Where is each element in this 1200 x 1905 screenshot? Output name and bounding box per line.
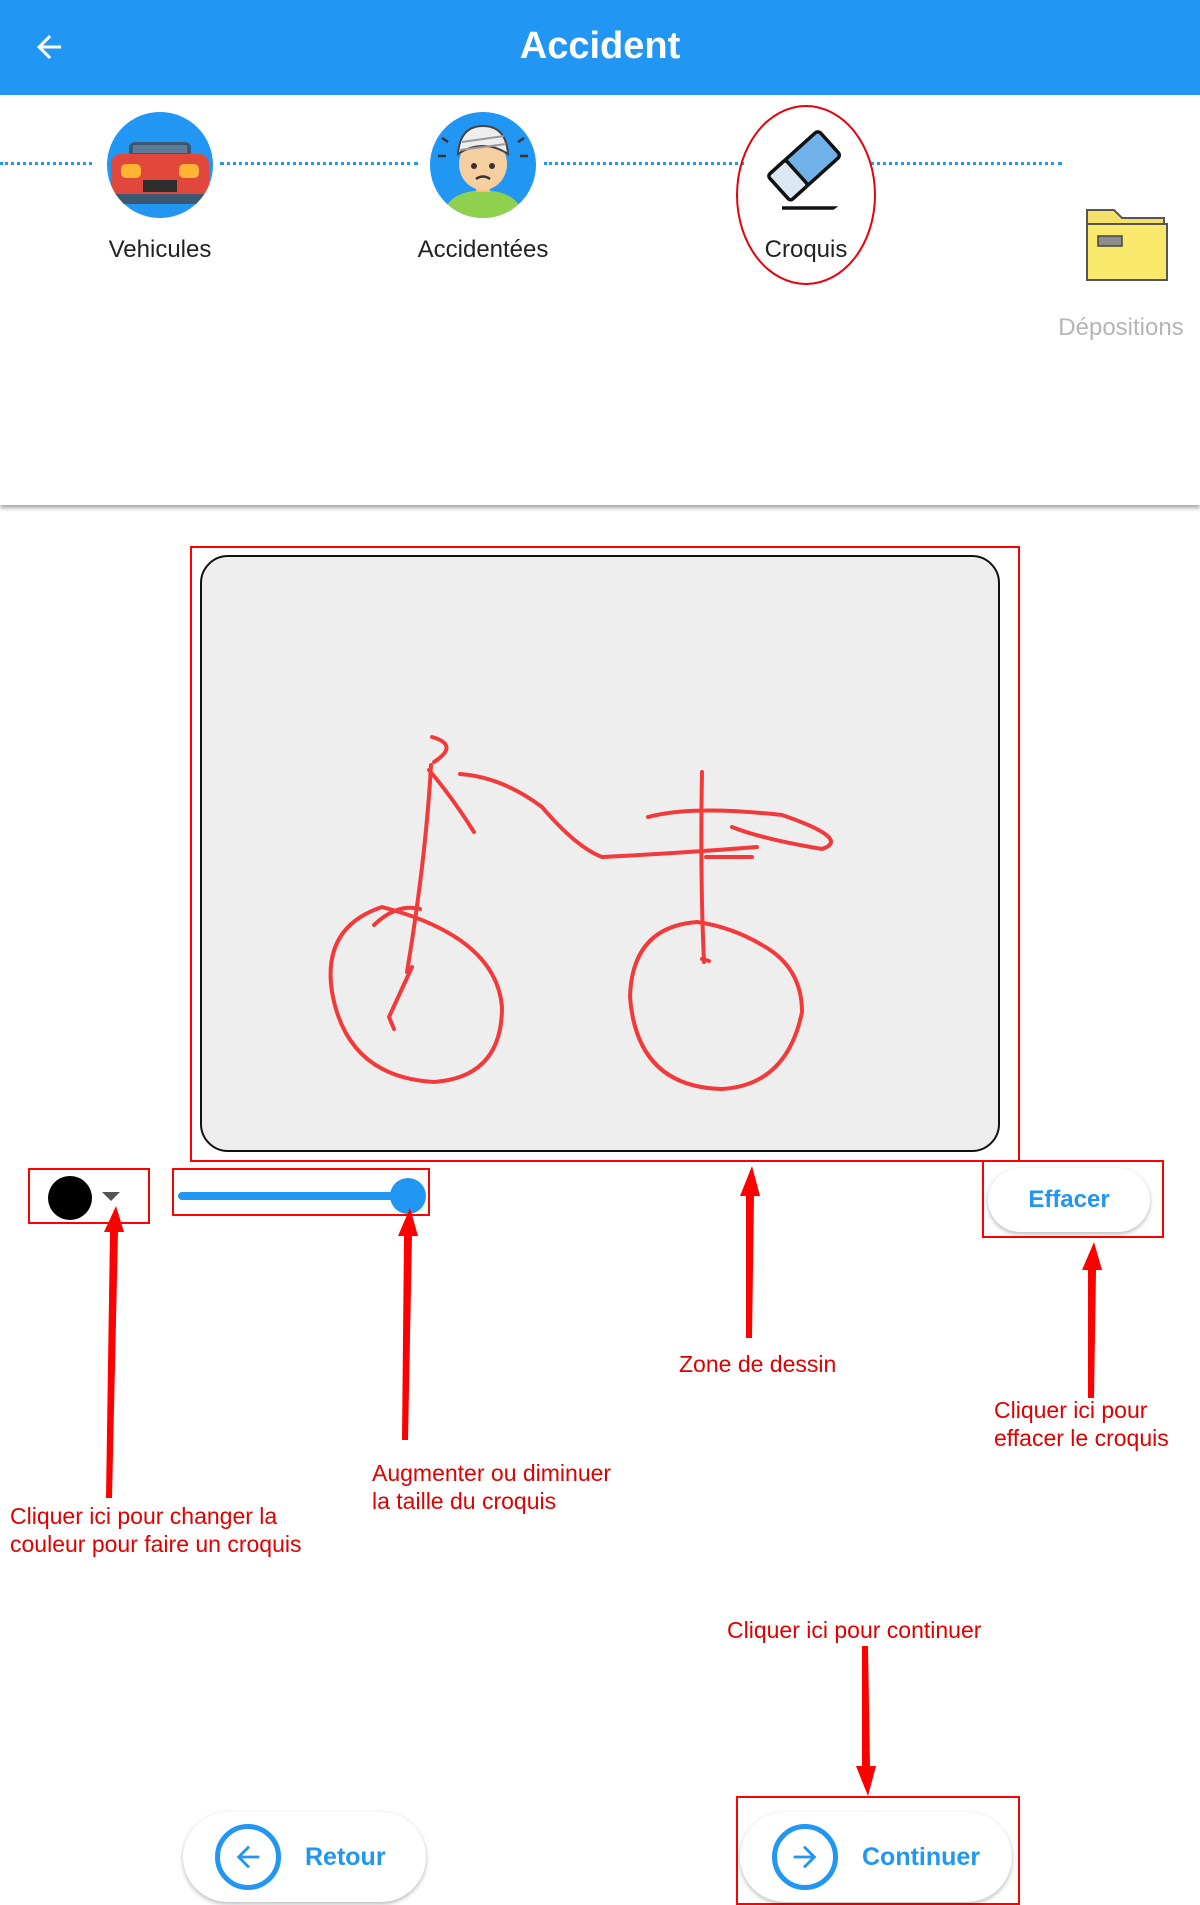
step-connector (544, 162, 744, 165)
step-connector (870, 162, 1062, 165)
color-picker-note: Cliquer ici pour changer la couleur pour… (10, 1503, 302, 1557)
arrow-to-drawing-zone (740, 1166, 760, 1338)
color-picker-button[interactable] (48, 1176, 92, 1220)
size-slider-note: Augmenter ou diminuer la taille du croqu… (372, 1460, 612, 1514)
step-label-depositions: Dépositions (1058, 314, 1184, 341)
stroke-size-slider-handle[interactable] (390, 1178, 426, 1214)
arrow-to-size-slider (398, 1208, 418, 1440)
step-connector (220, 162, 418, 165)
chevron-down-icon[interactable] (102, 1192, 120, 1201)
arrow-to-clear-button (1082, 1242, 1102, 1398)
color-picker-highlight (28, 1168, 150, 1224)
back-nav-label: Retour (305, 1842, 386, 1871)
step-connector (0, 162, 92, 165)
stroke-size-slider[interactable] (178, 1192, 408, 1200)
back-nav-button[interactable]: Retour (183, 1812, 426, 1902)
clear-button[interactable]: Effacer (988, 1168, 1150, 1232)
drawing-canvas[interactable] (200, 555, 1000, 1152)
continue-button-highlight (736, 1796, 1020, 1905)
clear-button-note: Cliquer ici pour effacer le croquis (994, 1397, 1169, 1451)
back-button[interactable] (22, 22, 76, 72)
sketch-drawing (328, 735, 833, 1091)
folder-icon (1086, 209, 1168, 281)
continue-label: Continuer (862, 1842, 981, 1871)
arrow-to-color-picker (104, 1206, 124, 1498)
continue-button-note: Cliquer ici pour continuer (727, 1617, 982, 1643)
step-label-vehicules: Vehicules (108, 236, 212, 263)
step-label-accidentees: Accidentées (417, 236, 549, 263)
arrow-right-circle-icon (772, 1824, 838, 1890)
arrow-left-circle-icon (215, 1824, 281, 1890)
arrow-left-icon (37, 35, 61, 59)
size-slider-highlight (172, 1168, 430, 1216)
drawing-zone-note: Zone de dessin (679, 1351, 837, 1377)
continue-button[interactable]: Continuer (740, 1812, 1012, 1902)
app-bar (0, 0, 1200, 95)
step-accidentees[interactable] (430, 112, 536, 218)
step-vehicules[interactable] (107, 112, 213, 218)
injured-person-icon (438, 124, 528, 218)
step-depositions[interactable] (1082, 202, 1172, 282)
car-front-icon (107, 142, 213, 204)
current-step-highlight (736, 105, 876, 285)
drawing-zone-highlight (190, 546, 1020, 1162)
clear-button-highlight (982, 1160, 1164, 1238)
arrow-to-continue-button (856, 1646, 876, 1796)
